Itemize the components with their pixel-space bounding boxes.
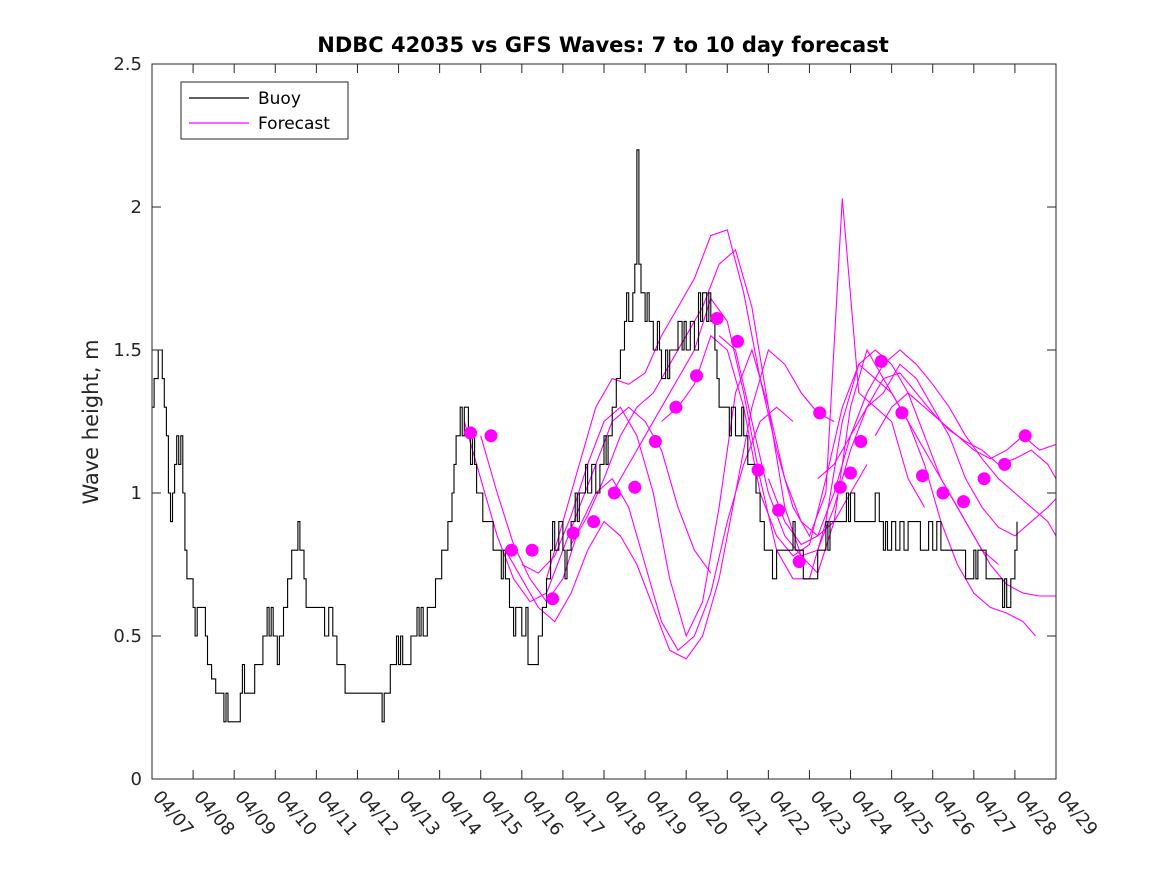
buoy-line bbox=[152, 149, 1018, 723]
forecast-marker bbox=[874, 354, 888, 368]
forecast-marker bbox=[916, 469, 929, 483]
forecast-marker bbox=[854, 435, 868, 448]
forecast-line bbox=[661, 334, 1056, 597]
plot-area bbox=[152, 149, 1056, 723]
forecast-marker bbox=[484, 429, 498, 443]
y-tick-label: 1.5 bbox=[113, 340, 142, 361]
forecast-marker bbox=[648, 435, 662, 448]
legend: Buoy Forecast bbox=[180, 81, 349, 140]
forecast-marker bbox=[772, 503, 786, 517]
forecast-marker bbox=[957, 495, 970, 509]
forecast-line bbox=[480, 406, 794, 652]
forecast-marker bbox=[977, 472, 991, 486]
forecast-marker bbox=[525, 543, 539, 557]
forecast-marker bbox=[546, 592, 560, 606]
forecast-marker bbox=[566, 526, 580, 540]
forecast-marker bbox=[844, 466, 857, 480]
plot-series-group bbox=[152, 149, 1056, 723]
forecast-marker bbox=[1018, 429, 1032, 443]
forecast-marker bbox=[690, 369, 703, 383]
forecast-marker bbox=[628, 480, 642, 494]
forecast-marker bbox=[464, 426, 477, 440]
legend-box bbox=[180, 81, 349, 140]
y-axis-label: Wave height, m bbox=[79, 339, 103, 504]
chart-title: NDBC 42035 vs GFS Waves: 7 to 10 day for… bbox=[317, 33, 888, 57]
y-tick-label: 0 bbox=[131, 769, 142, 790]
y-tick-label: 2 bbox=[131, 197, 142, 218]
forecast-line bbox=[504, 349, 835, 660]
forecast-marker bbox=[731, 334, 744, 348]
forecast-marker bbox=[607, 486, 621, 500]
forecast-marker bbox=[587, 515, 601, 529]
forecast-marker bbox=[895, 406, 909, 420]
forecast-marker bbox=[792, 555, 806, 569]
forecast-marker bbox=[998, 457, 1012, 471]
y-tick-label: 0.5 bbox=[113, 626, 142, 647]
y-tick-label: 1 bbox=[131, 483, 142, 504]
forecast-marker bbox=[710, 312, 724, 325]
forecast-marker bbox=[813, 406, 827, 420]
forecast-line bbox=[570, 248, 999, 575]
forecast-marker bbox=[833, 480, 847, 494]
forecast-marker bbox=[936, 486, 950, 500]
forecast-marker bbox=[751, 463, 765, 477]
forecast-line bbox=[521, 348, 868, 638]
forecast-marker bbox=[505, 543, 518, 557]
forecast-line bbox=[545, 198, 925, 579]
forecast-line bbox=[767, 349, 1056, 546]
legend-label: Buoy bbox=[258, 89, 301, 109]
legend-label: Forecast bbox=[258, 114, 330, 134]
forecast-marker bbox=[669, 400, 683, 414]
y-tick-label: 2.5 bbox=[113, 54, 142, 75]
